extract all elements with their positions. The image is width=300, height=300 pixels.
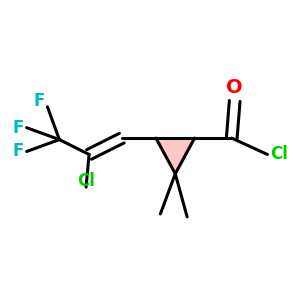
Text: F: F <box>33 92 44 110</box>
Text: F: F <box>12 119 24 137</box>
Text: F: F <box>12 142 24 160</box>
Text: Cl: Cl <box>270 146 288 164</box>
Text: Cl: Cl <box>77 172 95 190</box>
Text: O: O <box>226 77 243 97</box>
